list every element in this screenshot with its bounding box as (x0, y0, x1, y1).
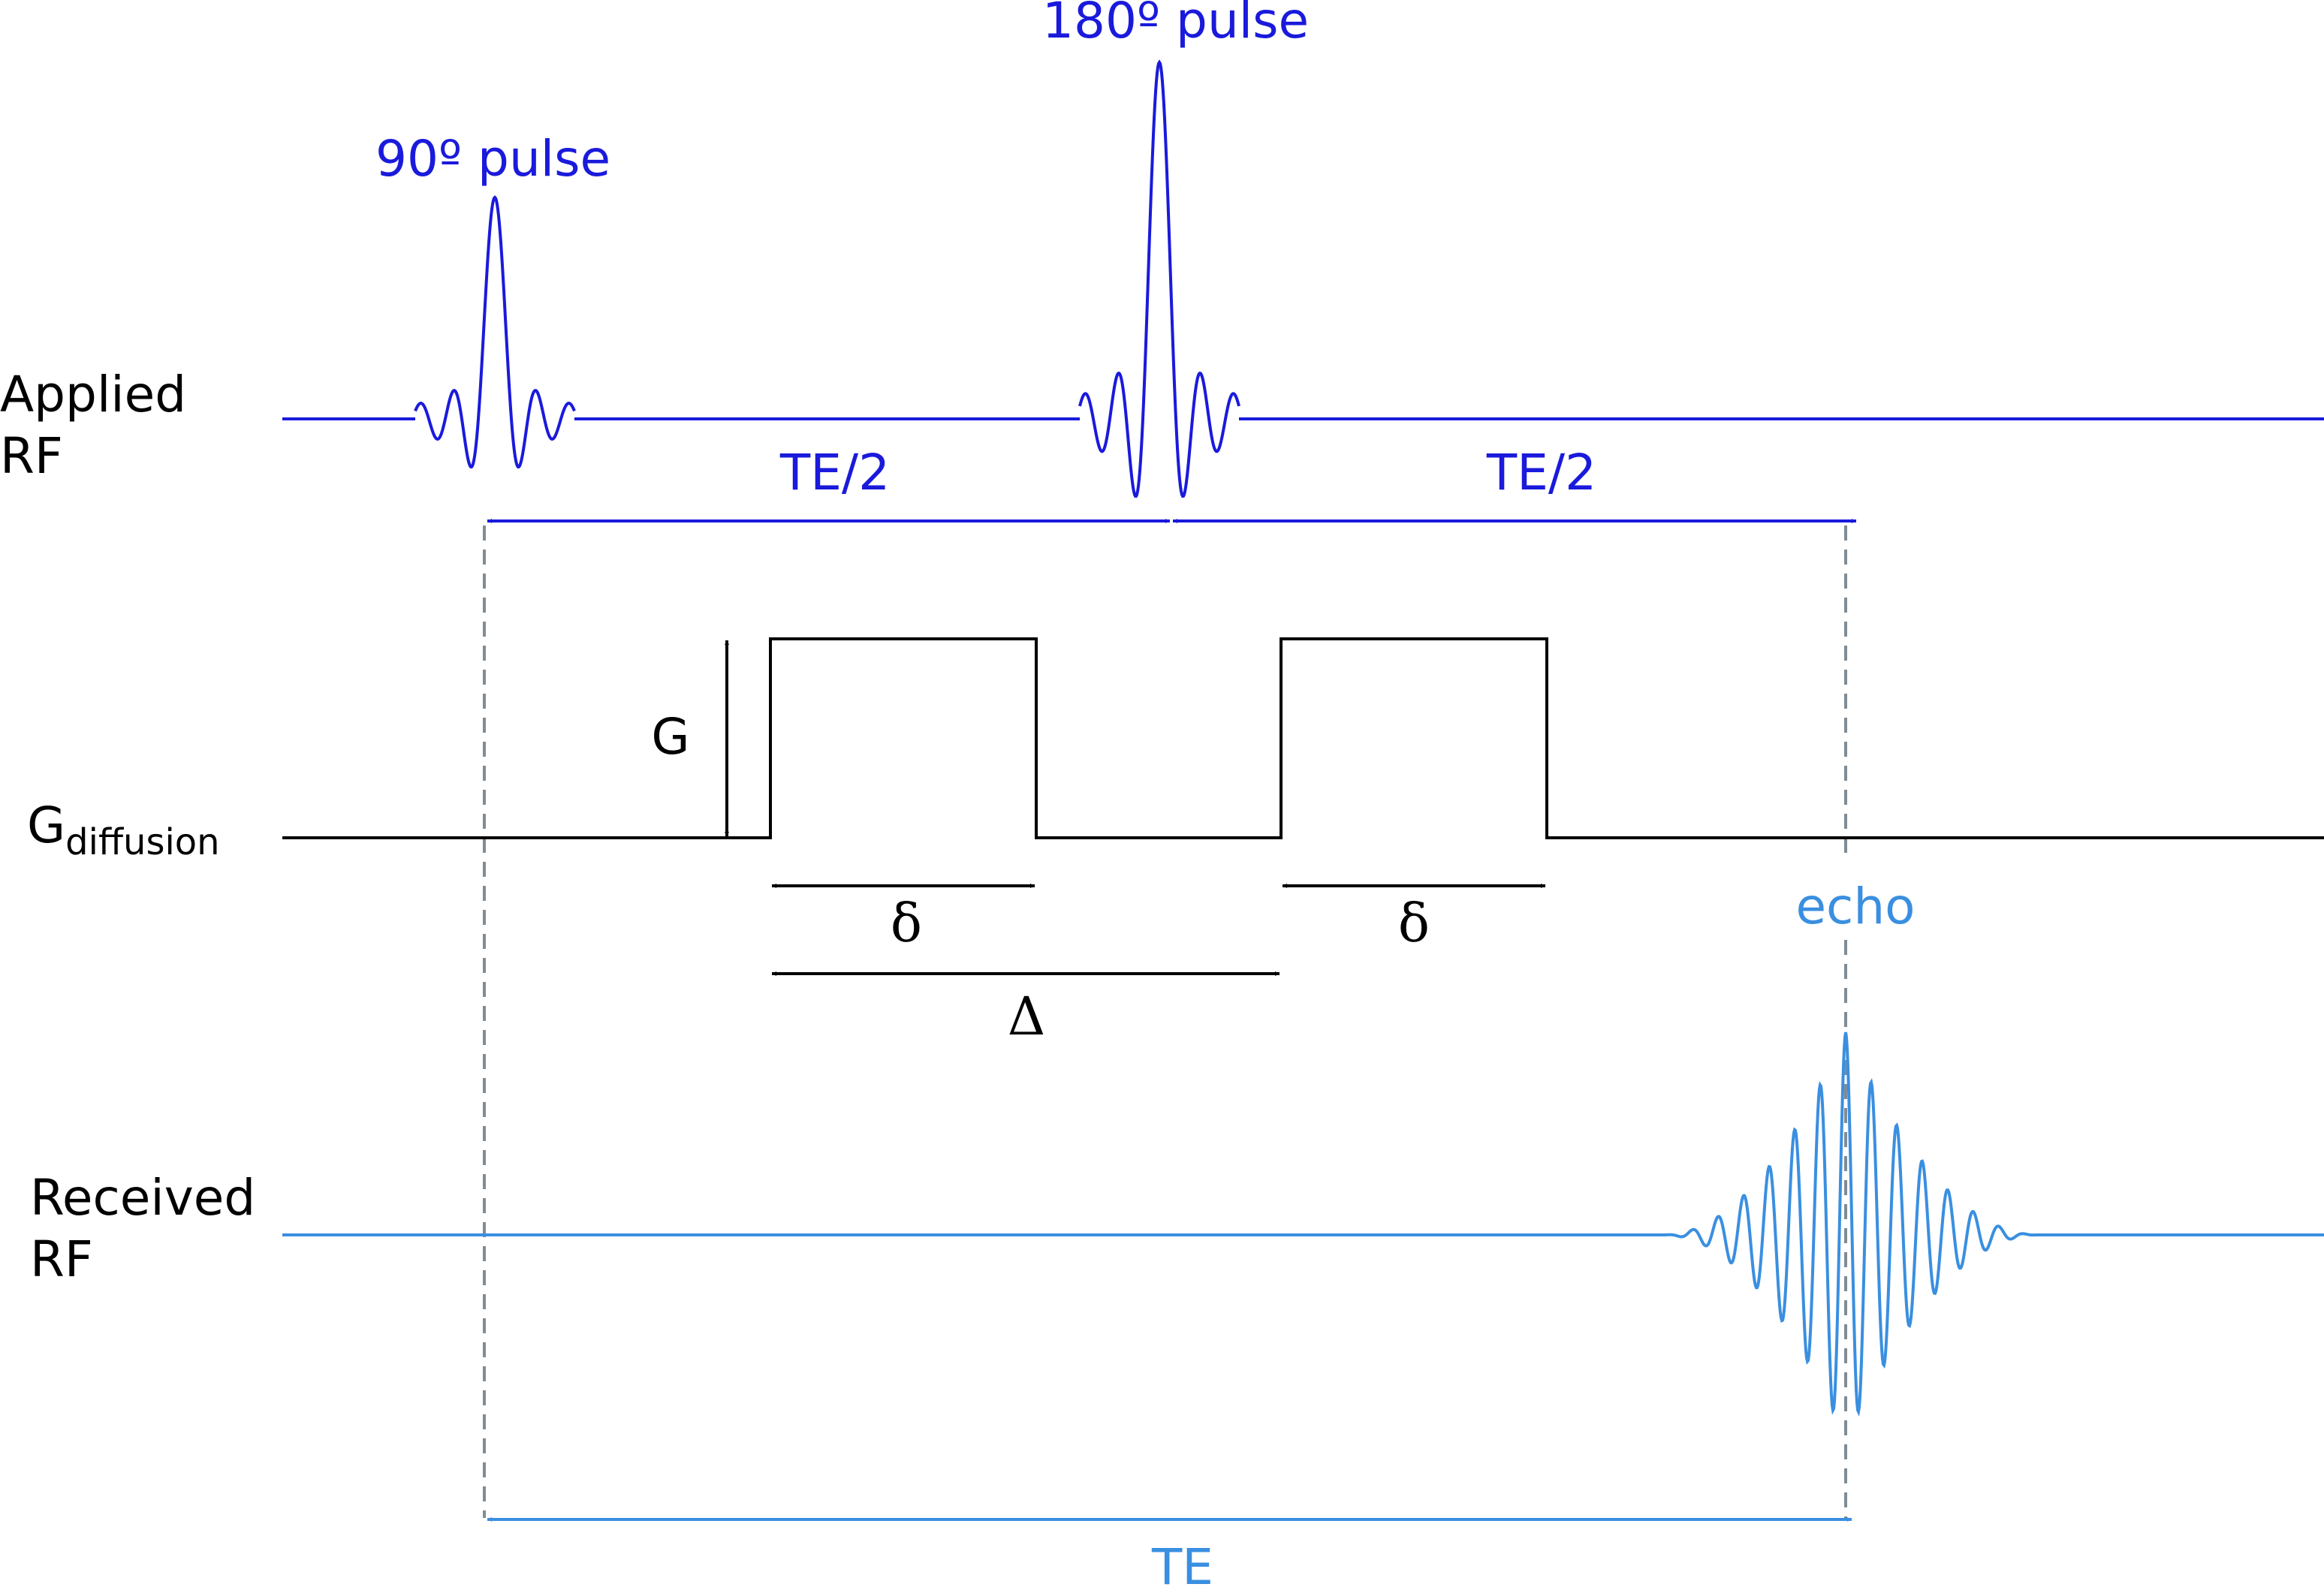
delta-small-2-label: δ (1398, 893, 1430, 954)
pulse-90-label: 90º pulse (375, 130, 610, 188)
delta-big-label: Δ (1008, 986, 1046, 1047)
pulse-180-label: 180º pulse (1042, 0, 1309, 50)
received-rf-label-line2: RF (30, 1230, 93, 1288)
te-half-2-label: TE/2 (1486, 444, 1596, 501)
echo-signal-waveform (1663, 1031, 2039, 1417)
g-diffusion-subscript: diffusion (65, 821, 219, 863)
te-label: TE (1151, 1538, 1213, 1587)
g-diffusion-main: G (27, 797, 65, 854)
diffusion-gradient-waveform (282, 637, 2324, 839)
delta-small-1-label: δ (891, 893, 922, 954)
gradient-amplitude-label: G (651, 708, 689, 766)
pulse-90-waveform (414, 195, 576, 468)
pulse-180-waveform (1078, 59, 1240, 498)
applied-rf-label-line2: RF (0, 427, 63, 485)
received-rf-label: Received RF (30, 1169, 271, 1288)
te-half-1-label: TE/2 (779, 444, 890, 501)
g-diffusion-label: Gdiffusion (27, 797, 220, 863)
applied-rf-label-line1: Applied (0, 366, 186, 423)
applied-rf-label: Applied RF (0, 366, 202, 485)
echo-label: echo (1795, 878, 1915, 935)
received-rf-label-line1: Received (30, 1169, 255, 1227)
